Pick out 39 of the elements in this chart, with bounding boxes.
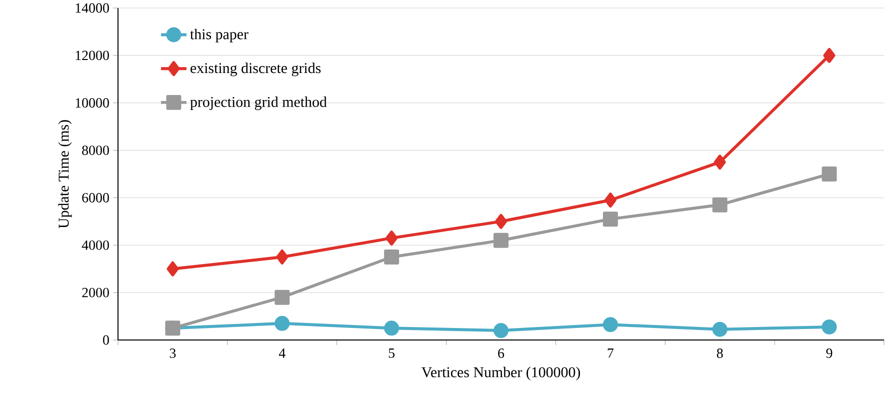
point [495, 214, 507, 229]
y-tick-label: 2000 [82, 288, 109, 298]
y-tick-label: 4000 [82, 240, 109, 250]
legend-label: existing discrete grids [190, 62, 321, 76]
y-tick-label: 6000 [82, 193, 109, 202]
x-axis-title: Vertices Number (100000) [421, 366, 580, 380]
x-tick-label: 5 [388, 348, 395, 358]
point [714, 154, 726, 170]
point [384, 250, 400, 265]
point [604, 192, 616, 208]
y-tick-label: 8000 [82, 146, 109, 156]
point [602, 212, 618, 227]
point [276, 250, 288, 265]
point [822, 319, 837, 334]
x-tick-label: 7 [608, 348, 614, 358]
legend-label: this paper [190, 28, 248, 42]
y-tick-label: 0 [103, 335, 109, 345]
x-tick-label: 4 [278, 348, 286, 358]
y-tick-label: 14000 [76, 3, 109, 13]
legend-label: projection grid method [190, 96, 327, 110]
point [602, 317, 618, 332]
x-tick-label: 8 [716, 348, 723, 358]
point [384, 320, 400, 336]
point [712, 197, 728, 212]
x-tick-label: 6 [498, 348, 504, 358]
y-axis-title: Update Time (ms) [58, 120, 72, 228]
point [494, 232, 508, 248]
y-tick-label: 12000 [76, 50, 109, 60]
point [823, 48, 836, 63]
point [494, 323, 508, 338]
point [274, 316, 290, 331]
point [712, 322, 728, 337]
x-tick-label: 9 [826, 348, 832, 358]
y-tick-label: 10000 [76, 98, 109, 108]
point [386, 230, 398, 246]
point [166, 261, 179, 276]
point [274, 290, 290, 305]
x-tick-label: 3 [170, 348, 176, 358]
point [822, 166, 837, 182]
